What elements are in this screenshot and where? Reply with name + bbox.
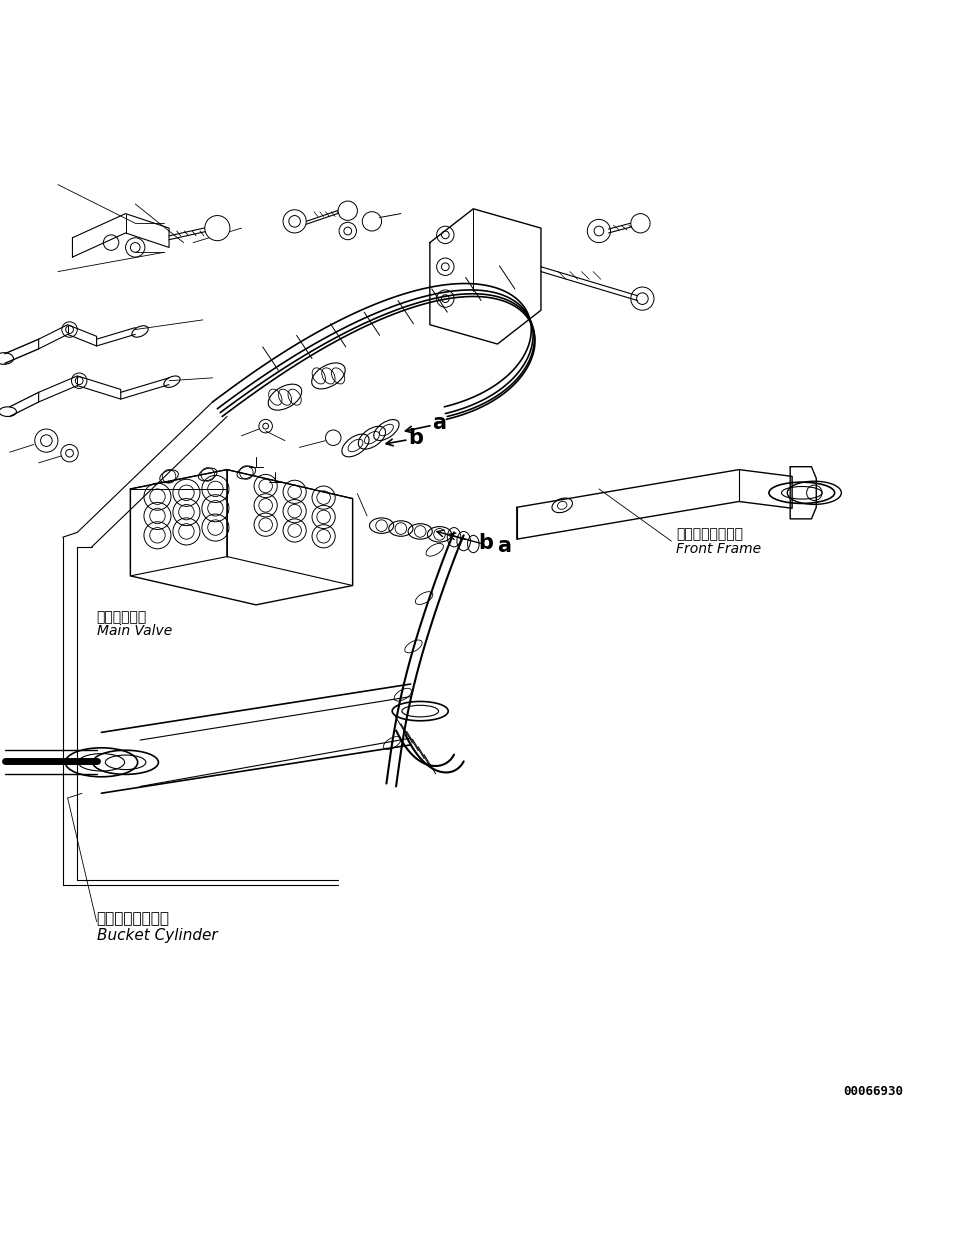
- Text: Bucket Cylinder: Bucket Cylinder: [97, 928, 217, 944]
- Circle shape: [631, 214, 650, 233]
- Text: Main Valve: Main Valve: [97, 624, 172, 638]
- Text: b: b: [408, 428, 423, 448]
- Text: b: b: [478, 533, 494, 552]
- Circle shape: [205, 215, 230, 240]
- Text: バケットシリンダ: バケットシリンダ: [97, 912, 170, 927]
- Text: a: a: [497, 536, 511, 556]
- Text: Front Frame: Front Frame: [676, 542, 761, 556]
- Text: a: a: [433, 413, 446, 433]
- Text: 00066930: 00066930: [843, 1084, 903, 1098]
- Circle shape: [338, 201, 357, 220]
- Text: メインバルブ: メインバルブ: [97, 610, 147, 624]
- Text: フロントフレーム: フロントフレーム: [676, 527, 743, 541]
